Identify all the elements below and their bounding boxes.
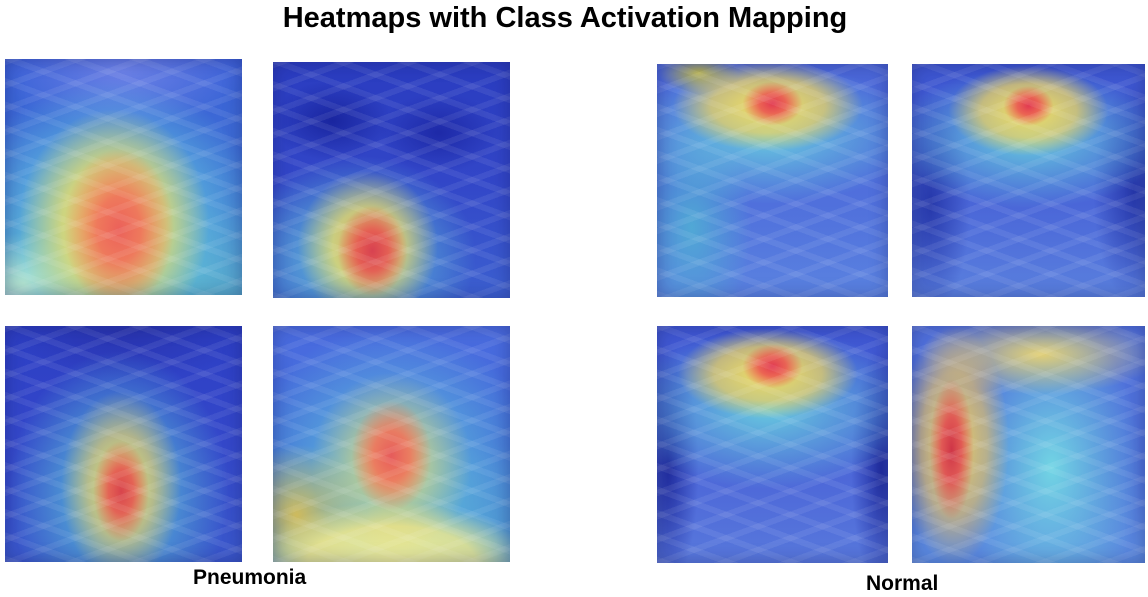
- normal-label: Normal: [866, 571, 938, 597]
- normal-heatmap-2: [912, 64, 1145, 297]
- pneumonia-heatmap-1: [5, 59, 242, 295]
- normal-heatmap-3: [657, 326, 888, 563]
- normal-heatmap-1: [657, 64, 888, 297]
- pneumonia-heatmap-4: [273, 326, 510, 562]
- pneumonia-heatmap-2: [273, 62, 510, 298]
- figure-title: Heatmaps with Class Activation Mapping: [0, 0, 1130, 36]
- pneumonia-label: Pneumonia: [193, 565, 306, 591]
- pneumonia-heatmap-3: [5, 326, 242, 562]
- normal-heatmap-4: [912, 326, 1145, 563]
